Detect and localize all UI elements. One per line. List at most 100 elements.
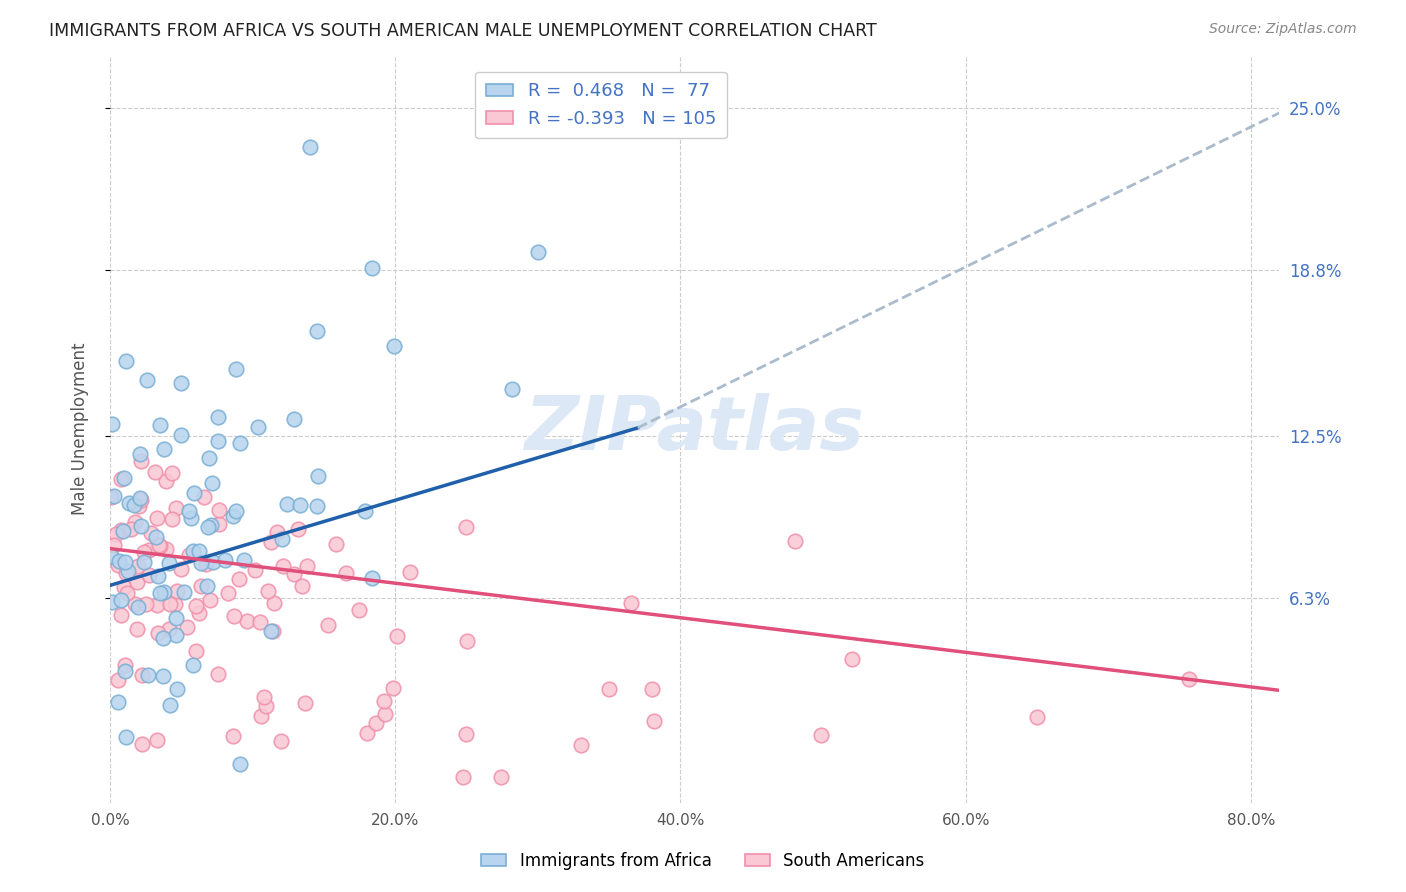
Legend: Immigrants from Africa, South Americans: Immigrants from Africa, South Americans	[475, 846, 931, 877]
Point	[114, 658, 136, 673]
Point	[207, 434, 229, 449]
Point	[170, 376, 193, 391]
Point	[325, 536, 347, 550]
Point	[354, 504, 377, 518]
Point	[115, 566, 138, 581]
Point	[115, 586, 138, 600]
Point	[181, 544, 204, 558]
Point	[131, 738, 153, 752]
Point	[153, 584, 176, 599]
Point	[527, 245, 550, 260]
Point	[190, 556, 212, 570]
Point	[259, 535, 281, 549]
Point	[124, 515, 146, 529]
Point	[207, 410, 229, 425]
Point	[107, 673, 129, 687]
Point	[225, 504, 247, 518]
Point	[124, 597, 146, 611]
Point	[195, 579, 218, 593]
Point	[270, 734, 292, 748]
Point	[110, 607, 132, 622]
Point	[228, 572, 250, 586]
Point	[166, 682, 188, 697]
Y-axis label: Male Unemployment: Male Unemployment	[72, 343, 89, 516]
Point	[356, 726, 378, 740]
Point	[221, 729, 243, 743]
Point	[145, 465, 167, 479]
Point	[207, 517, 229, 532]
Point	[149, 585, 172, 599]
Point	[129, 447, 152, 461]
Point	[257, 584, 280, 599]
Point	[271, 559, 294, 574]
Point	[222, 509, 245, 524]
Point	[159, 698, 181, 712]
Point	[110, 472, 132, 486]
Point	[297, 558, 319, 573]
Point	[810, 728, 832, 742]
Point	[364, 716, 387, 731]
Point	[214, 553, 236, 567]
Point	[173, 585, 195, 599]
Point	[253, 690, 276, 704]
Point	[146, 732, 169, 747]
Point	[643, 714, 665, 728]
Point	[266, 524, 288, 539]
Point	[276, 497, 298, 511]
Point	[136, 668, 159, 682]
Point	[165, 628, 187, 642]
Point	[260, 624, 283, 638]
Point	[152, 632, 174, 646]
Point	[139, 525, 162, 540]
Point	[298, 140, 321, 154]
Point	[120, 522, 142, 536]
Point	[127, 558, 149, 573]
Point	[169, 562, 191, 576]
Point	[841, 652, 863, 666]
Point	[149, 539, 172, 553]
Point	[127, 622, 149, 636]
Point	[155, 542, 177, 557]
Point	[148, 568, 170, 582]
Point	[163, 598, 186, 612]
Point	[114, 556, 136, 570]
Point	[128, 491, 150, 506]
Point	[361, 571, 384, 585]
Point	[136, 373, 159, 387]
Point	[115, 354, 138, 368]
Point	[489, 770, 512, 784]
Point	[135, 597, 157, 611]
Point	[262, 624, 284, 639]
Point	[382, 338, 405, 352]
Point	[190, 579, 212, 593]
Point	[1178, 672, 1201, 686]
Point	[181, 657, 204, 672]
Point	[385, 629, 408, 643]
Point	[283, 567, 305, 582]
Point	[146, 511, 169, 525]
Point	[101, 595, 124, 609]
Point	[620, 596, 643, 610]
Point	[148, 417, 170, 432]
Point	[129, 454, 152, 468]
Point	[194, 558, 217, 572]
Point	[177, 504, 200, 518]
Text: Source: ZipAtlas.com: Source: ZipAtlas.com	[1209, 22, 1357, 37]
Point	[225, 361, 247, 376]
Point	[152, 442, 174, 456]
Point	[114, 471, 136, 485]
Point	[335, 566, 357, 580]
Point	[165, 501, 187, 516]
Point	[184, 643, 207, 657]
Point	[111, 524, 134, 539]
Point	[146, 598, 169, 612]
Point	[103, 490, 125, 504]
Point	[236, 615, 259, 629]
Point	[347, 603, 370, 617]
Point	[179, 548, 201, 562]
Point	[247, 419, 270, 434]
Point	[263, 596, 285, 610]
Point	[159, 597, 181, 611]
Point	[271, 532, 294, 546]
Point	[569, 738, 592, 752]
